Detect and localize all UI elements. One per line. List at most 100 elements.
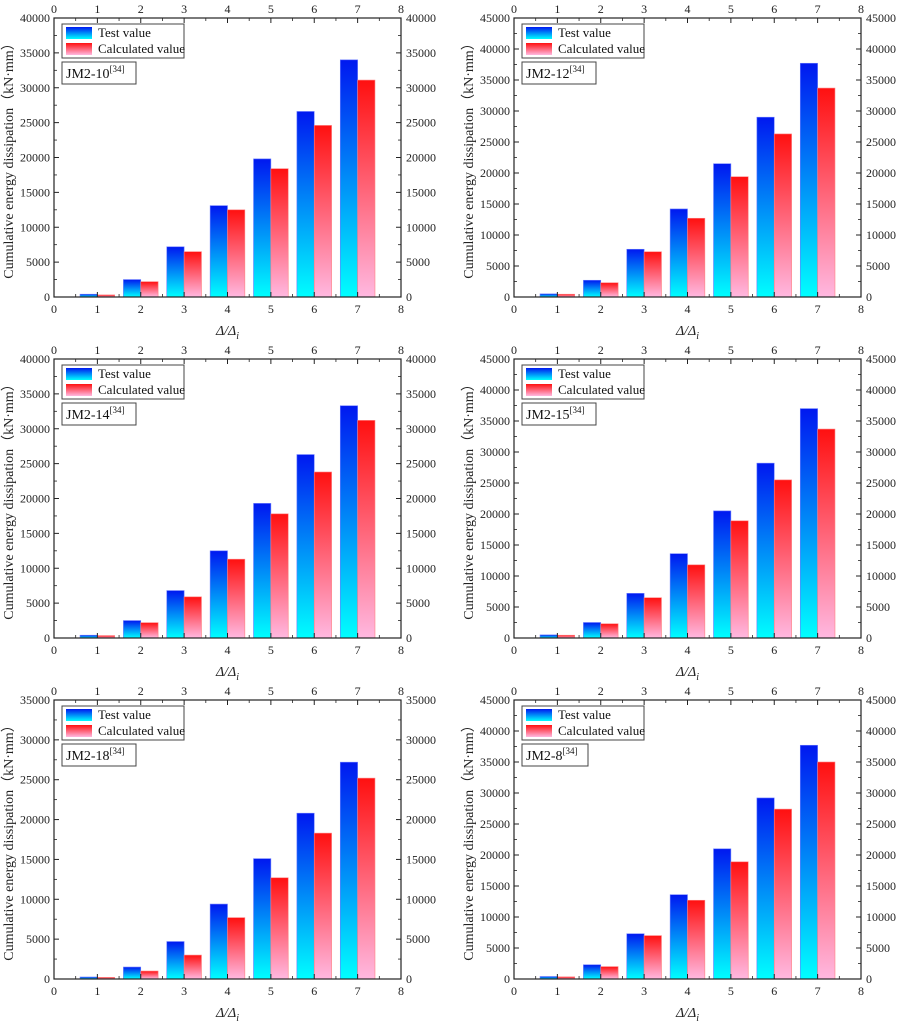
y-tick-label-left: 10000 bbox=[20, 561, 50, 575]
specimen-label: JM2-15[34] bbox=[521, 402, 597, 426]
legend-swatch-test bbox=[66, 368, 92, 380]
bar-test-value bbox=[166, 246, 185, 298]
legend-label-test: Test value bbox=[558, 366, 611, 381]
y-tick-label-right: 25000 bbox=[406, 116, 436, 130]
x-tick-label-bottom: 8 bbox=[858, 984, 864, 998]
legend-label-test: Test value bbox=[558, 707, 611, 722]
y-tick-label-left: 15000 bbox=[480, 879, 510, 893]
y-tick-label-left: 45000 bbox=[480, 11, 510, 25]
bar-test-value bbox=[123, 620, 142, 639]
y-tick-label-left: 25000 bbox=[20, 773, 50, 787]
bar-calculated-value bbox=[227, 917, 246, 980]
chart-panel-jm2-8: 0 0 1 1 2 2 3 3 4 4 5 5 6 6 7 7 8 8 0 0 5000 5000 10000 10000 15… bbox=[460, 682, 907, 1023]
bar-test-value bbox=[669, 894, 688, 980]
y-tick-label-right: 10000 bbox=[866, 228, 896, 242]
y-tick-label-right: 0 bbox=[406, 631, 412, 645]
y-tick-label-right: 30000 bbox=[866, 786, 896, 800]
x-tick-label-bottom: 6 bbox=[311, 984, 317, 998]
legend-swatch-calculated bbox=[526, 384, 552, 396]
x-tick-label-bottom: 8 bbox=[398, 302, 404, 316]
specimen-label: JM2-12[34] bbox=[521, 61, 597, 85]
y-tick-label-left: 35000 bbox=[480, 73, 510, 87]
bar-test-value bbox=[253, 503, 272, 639]
chart-panel-jm2-15: 0 0 1 1 2 2 3 3 4 4 5 5 6 6 7 7 8 8 0 0 5000 5000 10000 10000 15… bbox=[460, 341, 907, 682]
y-tick-label-right: 10000 bbox=[406, 561, 436, 575]
x-tick-label-top: 8 bbox=[398, 343, 404, 357]
bar-test-value bbox=[209, 903, 228, 980]
x-tick-label-bottom: 5 bbox=[728, 984, 734, 998]
y-tick-label-left: 35000 bbox=[20, 46, 50, 60]
x-tick-label-bottom: 2 bbox=[598, 302, 604, 316]
x-tick-label-top: 6 bbox=[311, 684, 317, 698]
x-tick-label-top: 1 bbox=[94, 2, 100, 16]
y-tick-label-left: 35000 bbox=[20, 693, 50, 707]
x-tick-label-bottom: 5 bbox=[728, 302, 734, 316]
bar-test-value bbox=[583, 964, 602, 980]
x-tick-label-top: 5 bbox=[728, 2, 734, 16]
y-tick-label-left: 0 bbox=[44, 972, 50, 986]
y-tick-label-left: 5000 bbox=[26, 932, 50, 946]
x-tick-label-top: 8 bbox=[398, 2, 404, 16]
y-tick-label-left: 0 bbox=[504, 631, 510, 645]
x-tick-label-bottom: 7 bbox=[355, 984, 361, 998]
chart-panel-jm2-18: 0 0 1 1 2 2 3 3 4 4 5 5 6 6 7 7 8 8 0 0 5000 5000 10000 10000 15… bbox=[0, 682, 453, 1023]
bar-test-value bbox=[166, 941, 185, 980]
y-tick-label-left: 10000 bbox=[480, 569, 510, 583]
y-tick-label-left: 30000 bbox=[20, 422, 50, 436]
bar-test-value bbox=[339, 59, 358, 298]
y-axis-title: Cumulative energy dissipation（kN·mm） bbox=[461, 377, 477, 619]
bar-test-value bbox=[626, 593, 645, 639]
x-tick-label-bottom: 4 bbox=[685, 643, 691, 657]
x-tick-label-bottom: 0 bbox=[511, 643, 517, 657]
legend-label-calculated: Calculated value bbox=[98, 41, 185, 56]
legend-swatch-calculated bbox=[526, 725, 552, 737]
y-tick-label-right: 5000 bbox=[406, 932, 430, 946]
bar-test-value bbox=[296, 111, 315, 298]
bar-test-value bbox=[583, 622, 602, 639]
bar-calculated-value bbox=[687, 217, 706, 298]
x-tick-label-bottom: 1 bbox=[94, 302, 100, 316]
bar-calculated-value bbox=[140, 281, 159, 298]
bar-test-value bbox=[713, 510, 732, 639]
y-tick-label-right: 0 bbox=[866, 290, 872, 304]
x-tick-label-top: 7 bbox=[355, 2, 361, 16]
x-tick-label-bottom: 1 bbox=[554, 302, 560, 316]
bar-calculated-value bbox=[270, 513, 289, 639]
x-tick-label-bottom: 0 bbox=[51, 984, 57, 998]
y-tick-label-right: 35000 bbox=[866, 414, 896, 428]
y-tick-label-left: 20000 bbox=[20, 813, 50, 827]
y-tick-label-right: 15000 bbox=[866, 879, 896, 893]
x-tick-label-top: 4 bbox=[225, 2, 231, 16]
x-tick-label-top: 6 bbox=[311, 343, 317, 357]
x-tick-label-top: 1 bbox=[554, 684, 560, 698]
x-tick-label-bottom: 4 bbox=[685, 984, 691, 998]
x-tick-label-bottom: 8 bbox=[858, 302, 864, 316]
bar-calculated-value bbox=[357, 777, 376, 980]
bar-calculated-value bbox=[227, 558, 246, 639]
x-tick-label-bottom: 2 bbox=[598, 643, 604, 657]
x-tick-label-top: 2 bbox=[138, 684, 144, 698]
bar-test-value bbox=[583, 279, 602, 298]
y-tick-label-right: 40000 bbox=[406, 352, 436, 366]
x-axis-title: Δ/Δi bbox=[215, 324, 239, 341]
x-tick-label-top: 2 bbox=[598, 2, 604, 16]
bar-calculated-value bbox=[140, 622, 159, 639]
x-tick-label-bottom: 8 bbox=[398, 984, 404, 998]
x-axis-title: Δ/Δi bbox=[675, 1006, 699, 1023]
x-tick-label-bottom: 8 bbox=[858, 643, 864, 657]
x-tick-label-top: 4 bbox=[685, 2, 691, 16]
bar-calculated-value bbox=[270, 877, 289, 980]
x-tick-label-bottom: 2 bbox=[138, 643, 144, 657]
y-tick-label-left: 25000 bbox=[20, 116, 50, 130]
x-axis-title: Δ/Δi bbox=[675, 324, 699, 341]
bar-test-value bbox=[669, 208, 688, 298]
x-tick-label-top: 6 bbox=[771, 684, 777, 698]
x-tick-label-top: 6 bbox=[771, 343, 777, 357]
